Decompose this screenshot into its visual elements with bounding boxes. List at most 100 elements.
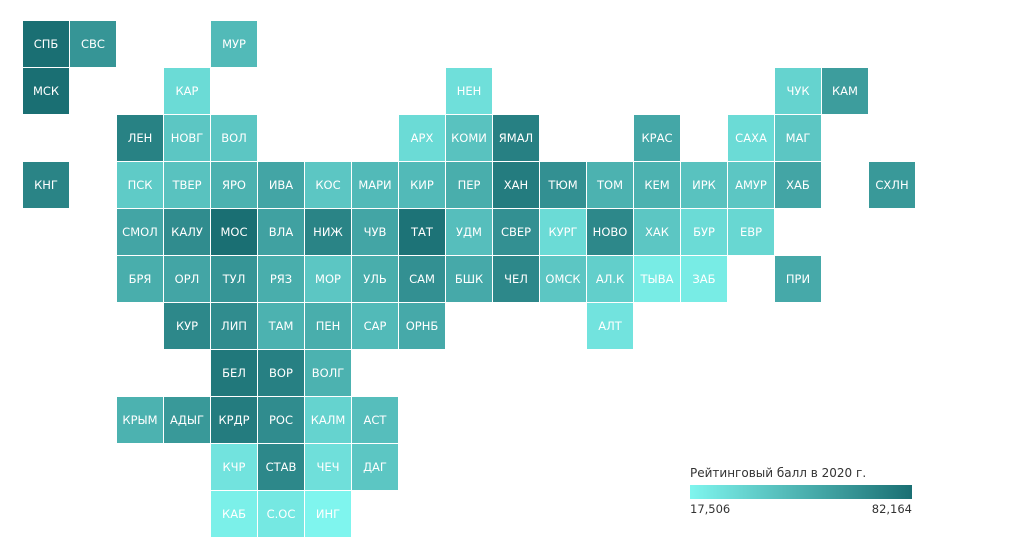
region-tile: УДМ — [446, 209, 492, 255]
region-tile: С.ОС — [258, 491, 304, 537]
region-tile-label: КУРГ — [548, 225, 577, 239]
region-tile-rect — [822, 68, 868, 114]
region-tile-rect — [117, 256, 163, 302]
region-tile-label: РОС — [269, 413, 293, 427]
region-tile: КНГ — [23, 162, 69, 208]
region-tile: ТОМ — [587, 162, 633, 208]
region-tile: ПЕН — [305, 303, 351, 349]
region-tile-rect — [446, 209, 492, 255]
region-tile: КАР — [164, 68, 210, 114]
region-tile: ЗАБ — [681, 256, 727, 302]
region-tile-rect — [164, 68, 210, 114]
region-tile: ПРИ — [775, 256, 821, 302]
region-tile-label: МУР — [222, 37, 246, 51]
region-tile-label: ОМСК — [545, 272, 580, 286]
region-tile-label: НЕН — [457, 84, 482, 98]
region-tile-rect — [493, 256, 539, 302]
region-tile: НОВГ — [164, 115, 210, 161]
region-tile-rect — [305, 162, 351, 208]
region-tile: ЛЕН — [117, 115, 163, 161]
region-tile: АРХ — [399, 115, 445, 161]
region-tile-label: НОВГ — [171, 131, 204, 145]
region-tile: ЯМАЛ — [493, 115, 539, 161]
region-tile-label: ОРЛ — [175, 272, 200, 286]
region-tile-label: КАЛУ — [171, 225, 203, 239]
region-tile-label: ЛИП — [221, 319, 247, 333]
region-tile-label: КЕМ — [644, 178, 669, 192]
region-tile-label: КАМ — [832, 84, 858, 98]
region-tile-label: ВОЛ — [221, 131, 247, 145]
region-tile-label: ВОЛГ — [312, 366, 345, 380]
region-tile: ХАН — [493, 162, 539, 208]
region-tile-rect — [587, 162, 633, 208]
region-tile-rect — [211, 350, 257, 396]
region-tile-rect — [117, 209, 163, 255]
region-tile: КАМ — [822, 68, 868, 114]
legend-min-label: 17,506 — [690, 502, 731, 516]
region-tile-label: МОС — [220, 225, 247, 239]
region-tile: ВЛА — [258, 209, 304, 255]
region-tile-label: МАРИ — [358, 178, 391, 192]
region-tile-label: МАГ — [786, 131, 811, 145]
region-tile-rect — [728, 115, 774, 161]
region-tile: РЯЗ — [258, 256, 304, 302]
region-tile-label: ПСК — [128, 178, 153, 192]
region-tile-rect — [211, 491, 257, 537]
region-tile-label: ИРК — [692, 178, 716, 192]
region-tile-label: СМОЛ — [122, 225, 158, 239]
region-tile-label: ТОМ — [596, 178, 623, 192]
region-tile: БУР — [681, 209, 727, 255]
region-tile: ЕВР — [728, 209, 774, 255]
region-tile-rect — [305, 397, 351, 443]
legend-gradient-bar — [690, 485, 912, 499]
region-tile-label: КАР — [176, 84, 199, 98]
region-tile: КАЛМ — [305, 397, 351, 443]
region-tile: ВОЛ — [211, 115, 257, 161]
region-tile-rect — [446, 68, 492, 114]
region-tile-rect — [399, 256, 445, 302]
region-tile-label: ИВА — [269, 178, 293, 192]
region-tile-rect — [399, 115, 445, 161]
region-tile-rect — [540, 256, 586, 302]
region-tile-label: ЧУВ — [364, 225, 387, 239]
region-tile: ДАГ — [352, 444, 398, 490]
region-tile-rect — [775, 162, 821, 208]
region-tile-label: ЯРО — [222, 178, 246, 192]
region-tile-rect — [352, 162, 398, 208]
region-tile-rect — [540, 162, 586, 208]
region-tile: ЯРО — [211, 162, 257, 208]
region-tile: СПБ — [23, 21, 69, 67]
region-tile-label: КНГ — [34, 178, 58, 192]
region-tile-rect — [117, 397, 163, 443]
region-tile-rect — [258, 491, 304, 537]
region-tile-rect — [775, 68, 821, 114]
region-tile-label: БРЯ — [129, 272, 152, 286]
region-tile-rect — [211, 444, 257, 490]
region-tile: НИЖ — [305, 209, 351, 255]
region-tile-rect — [728, 162, 774, 208]
region-tile-label: С.ОС — [267, 507, 296, 521]
region-tile-rect — [211, 303, 257, 349]
region-tile-label: ЧЕЧ — [316, 460, 339, 474]
region-tile-label: АЛ.К — [596, 272, 624, 286]
region-tile-rect — [211, 256, 257, 302]
region-tile: СХЛН — [869, 162, 915, 208]
region-tile-label: ХАК — [645, 225, 669, 239]
region-tile-rect — [23, 68, 69, 114]
region-tile-rect — [258, 444, 304, 490]
region-tile: КОМИ — [446, 115, 492, 161]
region-tile: АСТ — [352, 397, 398, 443]
region-tile-label: ТЫВА — [640, 272, 674, 286]
region-tile-rect — [493, 162, 539, 208]
region-tile: СМОЛ — [117, 209, 163, 255]
region-tile: ТАМ — [258, 303, 304, 349]
region-tile-rect — [305, 209, 351, 255]
region-tile-rect — [258, 303, 304, 349]
region-tile: НОВО — [587, 209, 633, 255]
region-tile-rect — [587, 256, 633, 302]
region-tile-rect — [164, 303, 210, 349]
region-tile-rect — [258, 397, 304, 443]
region-tile: ТУЛ — [211, 256, 257, 302]
region-tile-rect — [70, 21, 116, 67]
region-tile-rect — [634, 209, 680, 255]
